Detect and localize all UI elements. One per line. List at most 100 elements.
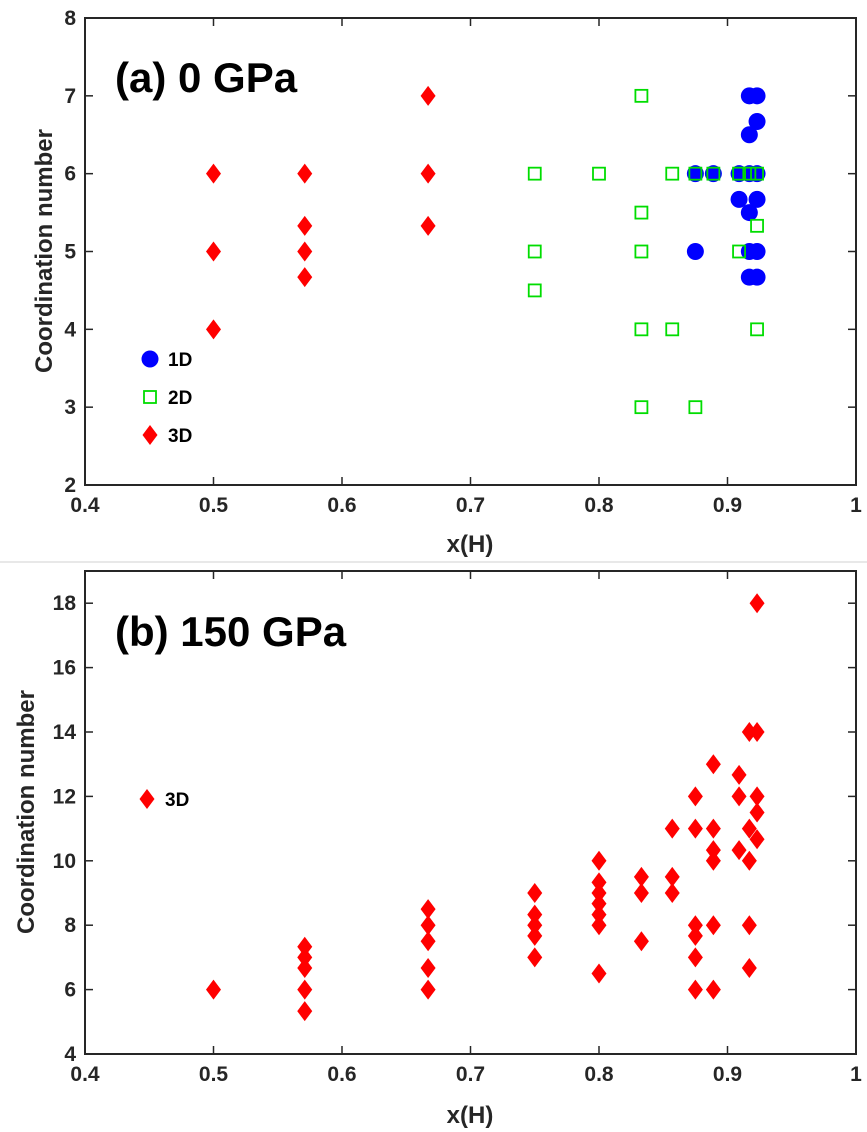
data-point-3d [420,958,436,979]
legend-label-1d: 1D [168,350,192,371]
data-point-3d [664,866,680,887]
data-point-3d [664,818,680,839]
data-point-3d [749,786,765,807]
y-tick-label: 5 [64,241,76,264]
data-point-3d [687,979,703,1000]
data-point-3d [206,319,221,340]
data-point-2d [688,400,703,415]
x-tick-label: 0.7 [456,494,485,517]
data-point-2d [688,166,703,181]
y-tick-label: 16 [53,657,76,680]
data-point-3d [206,979,221,1000]
data-point-3d [420,215,436,236]
x-tick-label: 1 [850,1063,862,1086]
data-point-3d [297,267,313,288]
data-point-3d [420,163,436,184]
data-point-3d [664,883,680,903]
legend-marker-1d [141,350,159,368]
data-point-1d [740,126,758,144]
data-point-3d [687,915,703,936]
y-tick-label: 14 [53,721,77,744]
data-point-3d [591,893,607,914]
data-point-2d [665,166,680,181]
data-point-3d [420,931,436,952]
x-tick-label: 0.8 [584,1063,614,1086]
data-point-3d [591,872,607,893]
data-point-2d [750,166,764,181]
data-point-2d [527,166,542,181]
data-point-1d [748,243,766,260]
data-point-3d [741,915,757,936]
data-point-3d [633,883,649,903]
legend-marker-2d [143,390,157,404]
y-tick-label: 4 [64,1043,76,1066]
y-tick-label: 7 [64,85,76,108]
axes-frame-b [84,570,857,1055]
x-tick-label: 0.6 [327,1063,356,1086]
data-point-2d [706,166,721,181]
y-tick-label: 10 [53,850,76,873]
data-point-3d [420,979,436,1000]
x-tick-label: 0.4 [70,1063,100,1086]
data-point-3d [420,899,436,920]
data-point-2d [634,244,649,259]
data-point-2d [634,88,649,103]
data-point-1d [686,165,704,183]
x-tick-label: 0.5 [199,494,229,517]
data-point-3d [527,925,543,946]
data-point-3d [731,840,747,861]
x-tick-label: 0.9 [713,1063,742,1086]
y-tick-label: 8 [64,914,76,937]
data-point-2d [732,166,746,181]
data-point-3d [687,818,703,839]
x-tick-label: 1 [850,494,862,517]
data-point-3d [591,883,607,903]
data-point-3d [297,958,313,979]
data-point-1d [748,165,766,183]
data-point-2d [634,322,649,337]
data-point-1d [748,268,766,286]
data-point-2d [750,218,764,233]
legend-marker-3d [142,425,158,445]
data-point-2d [732,244,746,259]
panel-title-a: (a) 0 GPa [115,54,298,101]
data-point-3d [731,764,747,785]
data-point-2d [527,283,542,298]
y-axis-label-a: Coordination number [31,129,58,373]
x-tick-label: 0.8 [584,494,614,517]
x-axis-label-b: x(H) [447,1102,494,1129]
legend-a: 1D 2D 3D [141,350,192,447]
y-tick-label: 2 [64,474,76,497]
data-point-3d [633,931,649,952]
data-point-3d [633,866,649,887]
data-point-3d [527,915,543,936]
data-point-3d [297,163,313,184]
y-tick-label: 12 [53,785,76,808]
data-point-3d [591,915,607,936]
data-point-2d [634,205,649,220]
legend-label-3d: 3D [165,790,189,811]
data-point-1d [686,243,704,260]
data-point-1d [748,113,766,131]
data-point-3d [705,979,721,1000]
data-point-1d [704,165,722,183]
data-points-a [206,85,766,415]
data-point-3d [705,850,721,871]
y-tick-label: 4 [64,318,76,341]
data-point-3d [527,883,543,903]
data-point-1d [748,87,766,105]
data-point-2d [592,166,606,181]
data-point-2d [665,322,680,337]
data-point-3d [705,840,721,861]
data-points-b [206,593,765,1022]
x-tick-label: 0.4 [70,494,100,517]
x-tick-label: 0.9 [713,494,742,517]
y-tick-label: 3 [64,396,76,419]
data-point-3d [705,915,721,936]
y-tick-label: 18 [53,592,77,615]
data-point-2d [750,322,764,337]
data-point-3d [297,979,313,1000]
data-point-3d [420,915,436,936]
